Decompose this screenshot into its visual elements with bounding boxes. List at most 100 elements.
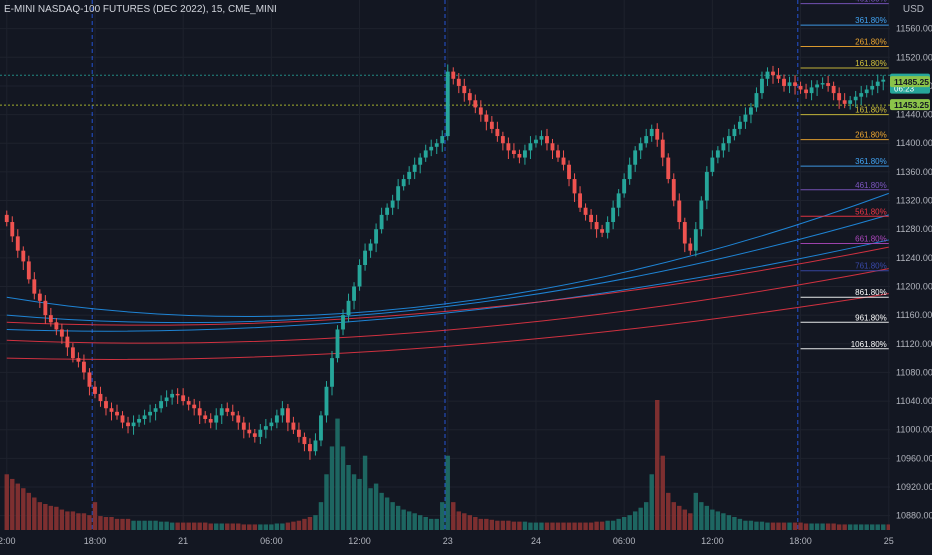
volume-bar: [621, 517, 627, 530]
volume-bar: [539, 522, 544, 530]
volume-bar: [781, 522, 787, 530]
volume-bar: [10, 478, 15, 530]
fib-level-label: 161.80%: [855, 106, 887, 115]
candle-body: [197, 408, 202, 416]
volume-bar: [517, 521, 522, 530]
candle-body: [396, 186, 401, 201]
price-tick-label: 11400.00: [896, 138, 932, 148]
candle-body: [302, 436, 307, 445]
volume-bar: [726, 515, 732, 530]
fib-level-label: 661.80%: [855, 235, 887, 244]
volume-bar: [362, 455, 368, 530]
volume-bar: [43, 504, 48, 530]
price-tick-label: 11160.00: [896, 310, 932, 320]
volume-bar: [506, 520, 511, 530]
candle-body: [815, 84, 820, 88]
candle-body: [589, 214, 594, 223]
candle-body: [93, 386, 97, 394]
volume-bar: [500, 520, 506, 530]
volume-bar: [70, 511, 76, 530]
volume-bar: [423, 517, 428, 530]
volume-bar: [484, 518, 489, 530]
price-tick-label: 11560.00: [896, 24, 932, 34]
candle-body: [809, 87, 814, 94]
candle-body: [98, 393, 103, 402]
volume-bar: [180, 522, 186, 530]
volume-bar: [814, 523, 820, 530]
volume-bar: [313, 515, 318, 530]
candle-body: [37, 293, 42, 301]
volume-bar: [379, 492, 384, 530]
candle-body: [578, 193, 582, 208]
volume-bar: [109, 517, 114, 530]
candle-body: [104, 401, 108, 409]
candle-body: [252, 433, 257, 437]
volume-bar: [831, 523, 836, 530]
candle-body: [671, 179, 676, 201]
candle-body: [484, 114, 489, 122]
candle-body: [743, 114, 748, 122]
volume-bar: [649, 474, 654, 530]
symbol-title[interactable]: E-MINI NASDAQ-100 FUTURES (DEC 2022), 15…: [4, 4, 277, 15]
candle-body: [545, 136, 549, 144]
time-tick-label: 18:00: [84, 536, 107, 546]
price-tick-label: 11120.00: [896, 339, 932, 349]
price-tick-label: 11040.00: [896, 396, 932, 406]
time-tick-label: 06:00: [613, 536, 636, 546]
volume-bar: [870, 524, 875, 530]
volume-bar: [15, 483, 20, 530]
volume-bar: [456, 511, 461, 530]
candle-body: [732, 128, 737, 137]
candle-body: [82, 361, 86, 373]
volume-bar: [610, 520, 616, 530]
price-tick-label: 10920.00: [896, 482, 932, 492]
candle-body: [561, 157, 566, 165]
candle-body: [192, 404, 197, 409]
candle-body: [352, 286, 356, 301]
candle-body: [131, 422, 136, 427]
candle-body: [605, 222, 610, 233]
volume-bar: [191, 522, 197, 530]
volume-bar: [307, 517, 313, 530]
candle-body: [87, 372, 92, 387]
candle-body: [76, 358, 81, 362]
volume-bar: [429, 518, 434, 530]
candle-body: [473, 100, 478, 108]
volume-bar: [853, 524, 858, 530]
volume-bar: [65, 511, 70, 530]
candle-body: [495, 128, 500, 137]
candle-body: [655, 128, 660, 140]
candle-body: [820, 83, 825, 85]
volume-bar: [169, 522, 175, 530]
candle-body: [765, 71, 770, 79]
candle-body: [688, 243, 693, 251]
volume-bar: [219, 523, 224, 530]
volume-bar: [842, 524, 847, 530]
volume-bar: [346, 465, 351, 530]
fib-level-label: 961.80%: [855, 313, 887, 322]
volume-bar: [103, 517, 109, 530]
moving-average-line: [6, 214, 889, 324]
volume-bar: [858, 524, 864, 530]
candle-body: [341, 315, 345, 330]
candle-body: [467, 93, 472, 101]
candle-body: [500, 136, 505, 144]
candle-body: [418, 157, 423, 165]
candle-body: [478, 107, 483, 115]
candle-body: [214, 415, 219, 423]
candle-body: [10, 222, 15, 237]
candle-body: [137, 418, 141, 423]
volume-bar: [384, 497, 390, 530]
volume-bar: [236, 523, 241, 530]
moving-average-line: [6, 268, 889, 344]
candle-body: [374, 229, 379, 244]
volume-bar: [627, 515, 632, 530]
candle-body: [682, 222, 687, 244]
candle-body: [15, 236, 20, 251]
candle-body: [528, 143, 533, 151]
volume-bar: [737, 518, 743, 530]
candle-body: [771, 71, 775, 76]
